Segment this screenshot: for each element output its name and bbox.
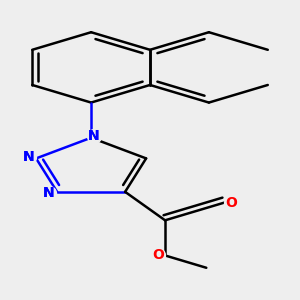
Text: O: O xyxy=(225,196,237,210)
Text: N: N xyxy=(23,150,34,164)
Text: N: N xyxy=(43,186,55,200)
Text: N: N xyxy=(23,150,34,164)
Text: N: N xyxy=(43,186,55,200)
Text: N: N xyxy=(88,129,100,143)
Text: O: O xyxy=(152,248,164,262)
Text: N: N xyxy=(88,129,100,143)
